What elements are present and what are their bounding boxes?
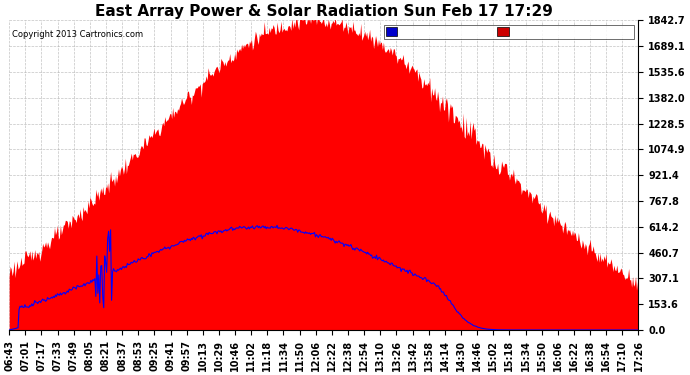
Legend: Radiation (w/m2), East Array (DC Watts): Radiation (w/m2), East Array (DC Watts) bbox=[384, 25, 633, 39]
Title: East Array Power & Solar Radiation Sun Feb 17 17:29: East Array Power & Solar Radiation Sun F… bbox=[95, 4, 553, 19]
Text: Copyright 2013 Cartronics.com: Copyright 2013 Cartronics.com bbox=[12, 30, 144, 39]
